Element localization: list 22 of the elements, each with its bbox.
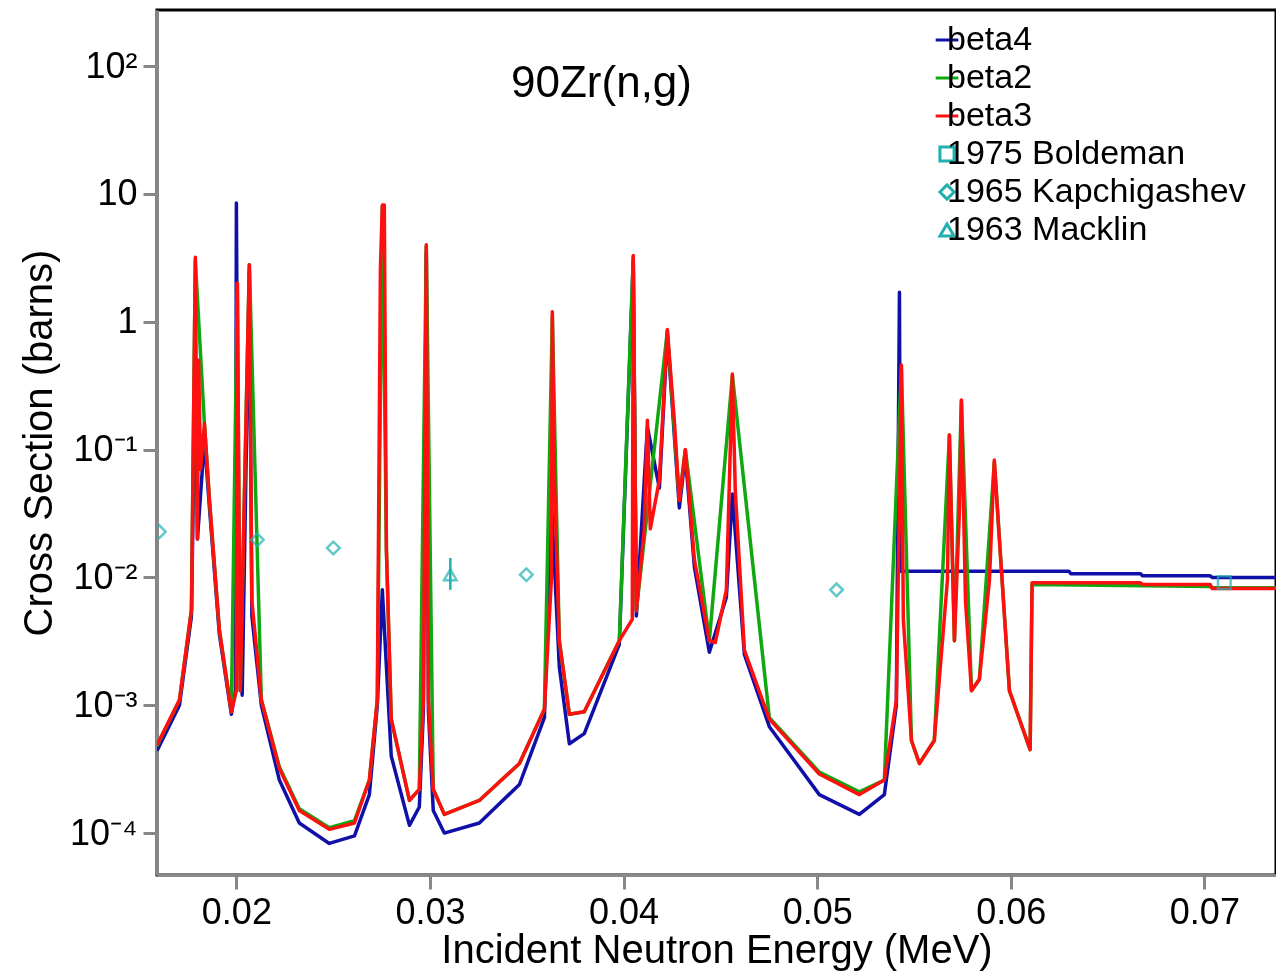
y-tick-label: 1 (117, 300, 138, 342)
point (828, 582, 845, 598)
legend-label: 1965 Kapchigashev (947, 171, 1246, 209)
y-tick-label: 10⁻³ (73, 683, 138, 725)
legend-label: beta4 (947, 19, 1033, 57)
legend-label: beta2 (947, 57, 1033, 95)
point (249, 532, 265, 548)
x-tick-label: 0.07 (1169, 890, 1240, 932)
x-tick-label: 0.02 (201, 890, 272, 932)
y-tick-label: 10⁻⁴ (69, 811, 138, 853)
y-tick-label: 10⁻¹ (73, 428, 138, 470)
y-tick-label: 10⁻² (73, 555, 138, 597)
point (325, 540, 341, 556)
point (518, 567, 534, 583)
legend-label: 1963 Macklin (947, 209, 1148, 247)
legend-label: beta3 (947, 95, 1033, 133)
y-tick-label: 10² (85, 44, 138, 86)
point (442, 568, 458, 582)
text: 90Zr(n,g) (511, 57, 692, 106)
point (1216, 575, 1232, 591)
y-tick-label: 10 (97, 172, 138, 214)
y-axis-title: Cross Section (barns) (15, 249, 60, 637)
